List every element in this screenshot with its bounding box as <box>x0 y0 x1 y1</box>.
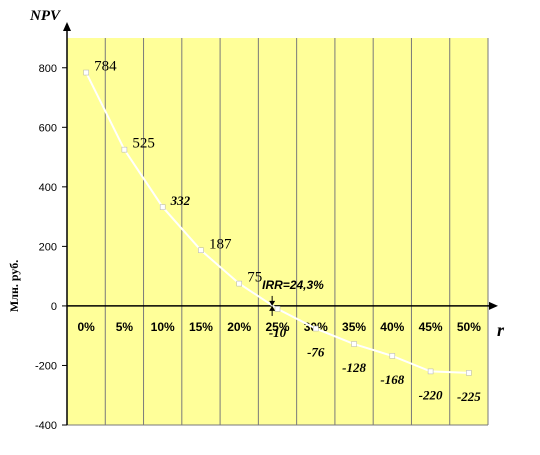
data-label: -10 <box>269 325 287 340</box>
x-tick-label: 40% <box>380 320 404 334</box>
data-point <box>313 325 319 332</box>
data-point <box>198 247 204 254</box>
y-tick-label: -400 <box>35 420 57 432</box>
data-label: 332 <box>170 193 191 208</box>
x-axis-arrow <box>489 301 498 310</box>
data-label: 75 <box>247 270 262 286</box>
x-tick-labels: 0%5%10%15%20%25%30%35%40%45%50% <box>77 320 481 334</box>
x-tick-label: 45% <box>419 320 443 334</box>
data-point <box>236 280 242 287</box>
y-tick-label: 600 <box>39 122 57 134</box>
data-label: -220 <box>419 387 443 402</box>
y-tick-labels: -400 -200 0 200 400 600 800 <box>35 63 57 432</box>
data-label: 784 <box>94 59 117 75</box>
plot-area <box>67 38 488 425</box>
data-point <box>427 368 434 375</box>
data-point <box>274 306 281 312</box>
data-point <box>159 204 166 210</box>
y-tick-label: 200 <box>39 241 57 253</box>
x-tick-label: 35% <box>342 320 366 334</box>
x-axis-name: r <box>497 320 505 340</box>
data-label: -225 <box>457 389 481 404</box>
y-tick-label: 800 <box>39 63 57 75</box>
npv-series-points <box>83 69 472 376</box>
x-tick-label: 10% <box>151 320 175 334</box>
data-label: -76 <box>307 345 325 360</box>
data-label: -168 <box>380 372 404 387</box>
y-axis-label: Млн. руб. <box>7 260 21 312</box>
y-tick-label: 0 <box>51 301 57 313</box>
y-tick-label: 400 <box>39 182 57 194</box>
irr-arrowhead-up <box>269 305 276 311</box>
x-tick-label: 50% <box>457 320 481 334</box>
irr-label: IRR=24,3% <box>262 278 324 292</box>
data-label: 525 <box>132 136 155 152</box>
x-tick-label: 15% <box>189 320 213 334</box>
x-tick-label: 20% <box>227 320 251 334</box>
data-point <box>351 341 357 347</box>
data-label: 187 <box>209 236 232 252</box>
data-point <box>466 370 472 376</box>
x-tick-label: 5% <box>116 320 134 334</box>
data-point <box>121 146 128 153</box>
y-axis-arrow <box>63 22 71 31</box>
data-point <box>389 353 396 359</box>
axes <box>62 22 498 426</box>
irr-arrowhead-down <box>269 300 276 306</box>
data-point <box>83 69 89 76</box>
data-labels: 784 525 332 187 75 -10 -76 -128 -168 -220 -225 <box>94 59 481 404</box>
gridlines <box>67 38 489 426</box>
x-tick-label: 25% <box>265 320 289 334</box>
irr-annotation: IRR=24,3% <box>262 278 324 316</box>
data-label: -128 <box>342 360 366 375</box>
y-axis-name: NPV <box>29 8 62 24</box>
y-tick-label: -200 <box>35 360 57 372</box>
x-tick-label: 0% <box>77 320 95 334</box>
